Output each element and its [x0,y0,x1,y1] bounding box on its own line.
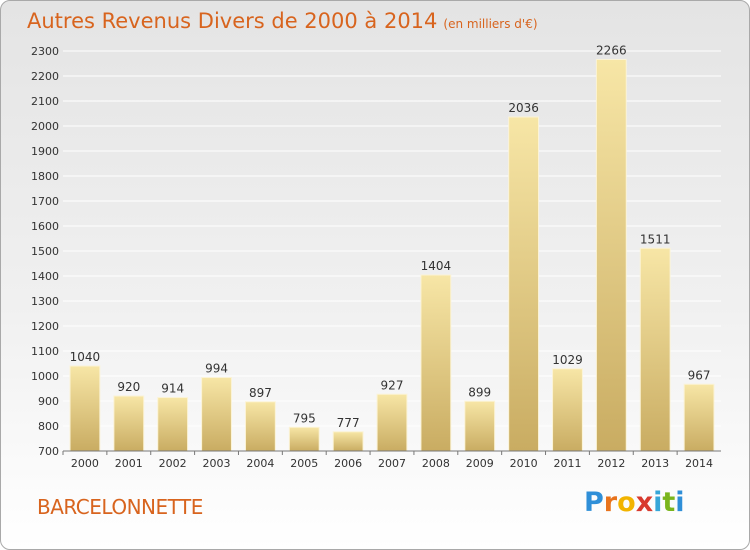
x-tick-label: 2004 [246,457,274,470]
logo-letter: r [603,487,618,518]
data-label: 2036 [508,101,539,115]
x-tick-label: 2011 [553,457,581,470]
y-tick-label: 1700 [31,195,59,208]
bar-2006 [332,431,364,452]
x-tick-label: 2014 [685,457,713,470]
bar-2001 [113,395,145,452]
x-axis-ticks: 2000 2001 2002 2003 2004 2005 2006 2007 2008 2009… [62,451,713,470]
bar-2010 [508,116,540,452]
data-label: 914 [161,382,184,396]
data-label: 795 [293,411,316,425]
x-tick-label: 2007 [378,457,406,470]
data-label: 994 [205,362,228,376]
data-label: 927 [381,378,404,392]
bar-2005 [288,426,320,452]
y-tick-label: 1500 [31,245,59,258]
data-label: 1404 [421,259,452,273]
bar-2009 [464,400,496,452]
bar-2013 [639,247,671,452]
chart-subtitle: (en milliers d'€) [443,17,538,31]
logo-letter: o [617,487,636,518]
y-tick-label: 1600 [31,220,59,233]
x-tick-label: 2008 [422,457,450,470]
y-tick-label: 1300 [31,295,59,308]
y-tick-label: 1900 [31,145,59,158]
data-label: 1511 [640,232,671,246]
y-tick-label: 2000 [31,120,59,133]
x-tick-label: 2010 [510,457,538,470]
y-tick-label: 1400 [31,270,59,283]
x-tick-label: 2002 [159,457,187,470]
y-tick-label: 2100 [31,95,59,108]
chart-title: Autres Revenus Divers de 2000 à 2014 (en … [27,9,538,33]
data-label: 1040 [70,350,101,364]
data-label: 777 [337,416,360,430]
data-label: 899 [468,385,491,399]
bars [69,59,715,452]
data-label: 897 [249,386,272,400]
logo-letter: P [584,487,604,518]
bar-2003 [201,377,232,452]
chart-title-text: Autres Revenus Divers de 2000 à 2014 [27,9,438,33]
bar-2007 [376,393,408,452]
data-label: 967 [688,368,711,382]
y-tick-label: 2300 [31,45,59,58]
y-tick-label: 1100 [31,345,59,358]
bar-2002 [157,397,189,452]
bar-2011 [552,368,583,452]
bar-2008 [420,274,452,452]
y-tick-label: 1800 [31,170,59,183]
logo-letter: t [662,487,676,518]
y-tick-label: 900 [38,395,59,408]
bar-2014 [683,383,715,452]
bar-2004 [244,401,276,452]
y-axis-ticks: 700 800 900 1000 1100 1200 1300 1400 1500 1600 170… [31,45,59,458]
logo-letter: i [675,487,685,518]
data-label: 2266 [596,44,627,58]
data-labels: 1040 920 914 994 897 795 777 927 1404 899 2036 1029… [70,44,711,430]
y-tick-label: 1000 [31,370,59,383]
bar-2000 [69,365,101,452]
city-name: BARCELONNETTE [37,495,203,519]
x-tick-label: 2003 [203,457,231,470]
x-tick-label: 2001 [115,457,143,470]
proxiti-logo: Proxiti [584,487,685,518]
x-tick-label: 2006 [334,457,362,470]
y-tick-label: 700 [38,445,59,458]
bar-2012 [595,59,627,452]
logo-letter: x [635,487,654,518]
x-tick-label: 2005 [290,457,318,470]
x-tick-label: 2013 [641,457,669,470]
y-tick-label: 1200 [31,320,59,333]
x-tick-label: 2012 [597,457,625,470]
data-label: 1029 [552,353,583,367]
x-tick-label: 2000 [71,457,99,470]
y-tick-label: 800 [38,420,59,433]
x-tick-label: 2009 [466,457,494,470]
y-tick-label: 2200 [31,70,59,83]
logo-letter: i [653,487,663,518]
data-label: 920 [117,380,140,394]
